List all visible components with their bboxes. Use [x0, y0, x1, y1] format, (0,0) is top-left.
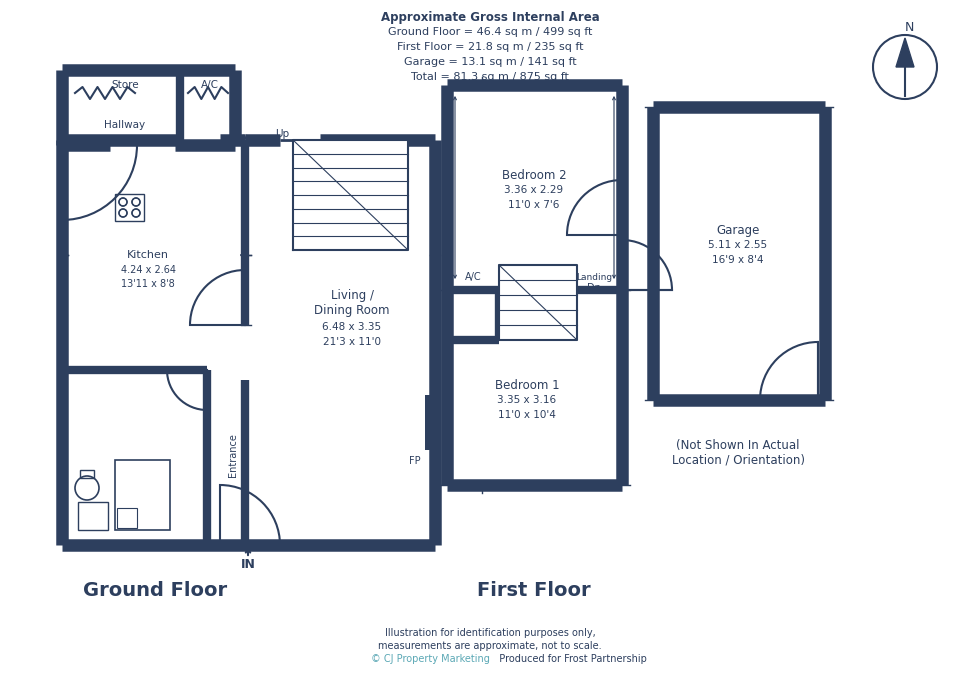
- Bar: [78, 502, 108, 530]
- Text: 6.48 x 3.35: 6.48 x 3.35: [322, 322, 381, 332]
- Text: 13'11 x 8'8: 13'11 x 8'8: [122, 279, 174, 289]
- Bar: [80, 470, 94, 478]
- Text: Ground Floor = 46.4 sq m / 499 sq ft: Ground Floor = 46.4 sq m / 499 sq ft: [388, 27, 592, 37]
- Text: Illustration for identification purposes only,: Illustration for identification purposes…: [384, 628, 596, 638]
- Text: First Floor: First Floor: [477, 580, 591, 599]
- Text: IN: IN: [240, 558, 256, 571]
- Text: 21'3 x 11'0: 21'3 x 11'0: [323, 337, 381, 347]
- Text: (Not Shown In Actual: (Not Shown In Actual: [676, 438, 800, 451]
- Text: N: N: [905, 21, 913, 34]
- Bar: [497, 77, 567, 87]
- Text: Total = 81.3 sq m / 875 sq ft: Total = 81.3 sq m / 875 sq ft: [411, 72, 569, 82]
- Text: Location / Orientation): Location / Orientation): [671, 453, 805, 466]
- Bar: [115, 194, 144, 221]
- Text: Garage = 13.1 sq m / 141 sq ft: Garage = 13.1 sq m / 141 sq ft: [404, 57, 576, 67]
- Polygon shape: [896, 38, 914, 67]
- Text: A/C: A/C: [201, 80, 219, 90]
- Text: 3.35 x 3.16: 3.35 x 3.16: [498, 395, 557, 405]
- Text: 11'0 x 10'4: 11'0 x 10'4: [498, 410, 556, 420]
- Text: Approximate Gross Internal Area: Approximate Gross Internal Area: [380, 10, 600, 23]
- Text: Ground Floor: Ground Floor: [83, 580, 227, 599]
- Bar: [117, 508, 137, 528]
- Bar: [499, 265, 577, 340]
- Bar: [446, 284, 501, 294]
- Text: Bedroom 2: Bedroom 2: [502, 169, 566, 182]
- Text: 5.11 x 2.55: 5.11 x 2.55: [709, 240, 767, 250]
- Text: Dn: Dn: [587, 283, 601, 293]
- Text: 3.36 x 2.29: 3.36 x 2.29: [505, 185, 563, 195]
- Text: Store: Store: [111, 80, 139, 90]
- Bar: [425, 395, 435, 450]
- Text: Entrance: Entrance: [228, 433, 238, 477]
- Text: Dining Room: Dining Room: [315, 303, 390, 316]
- Bar: [293, 140, 408, 250]
- Text: © CJ Property Marketing: © CJ Property Marketing: [371, 654, 490, 664]
- Text: Bedroom 1: Bedroom 1: [495, 379, 560, 392]
- Bar: [760, 392, 818, 402]
- Bar: [220, 539, 280, 549]
- Text: 11'0 x 7'6: 11'0 x 7'6: [509, 200, 560, 210]
- Text: Living /: Living /: [330, 288, 373, 301]
- Text: Garage: Garage: [716, 223, 760, 236]
- Text: Landing: Landing: [576, 273, 612, 282]
- Bar: [115, 194, 144, 221]
- Text: A/C: A/C: [465, 272, 481, 282]
- Bar: [115, 460, 170, 530]
- Text: Up: Up: [275, 129, 289, 139]
- Text: First Floor = 21.8 sq m / 235 sq ft: First Floor = 21.8 sq m / 235 sq ft: [397, 42, 583, 52]
- Text: 4.24 x 2.64: 4.24 x 2.64: [121, 265, 175, 275]
- Text: measurements are approximate, not to scale.: measurements are approximate, not to sca…: [378, 641, 602, 651]
- Text: Hallway: Hallway: [105, 120, 146, 130]
- Text: 16'9 x 8'4: 16'9 x 8'4: [712, 255, 763, 265]
- Bar: [497, 479, 567, 489]
- Text: FP: FP: [410, 456, 420, 466]
- Text: Kitchen: Kitchen: [127, 250, 169, 260]
- Text: Produced for Frost Partnership: Produced for Frost Partnership: [493, 654, 647, 664]
